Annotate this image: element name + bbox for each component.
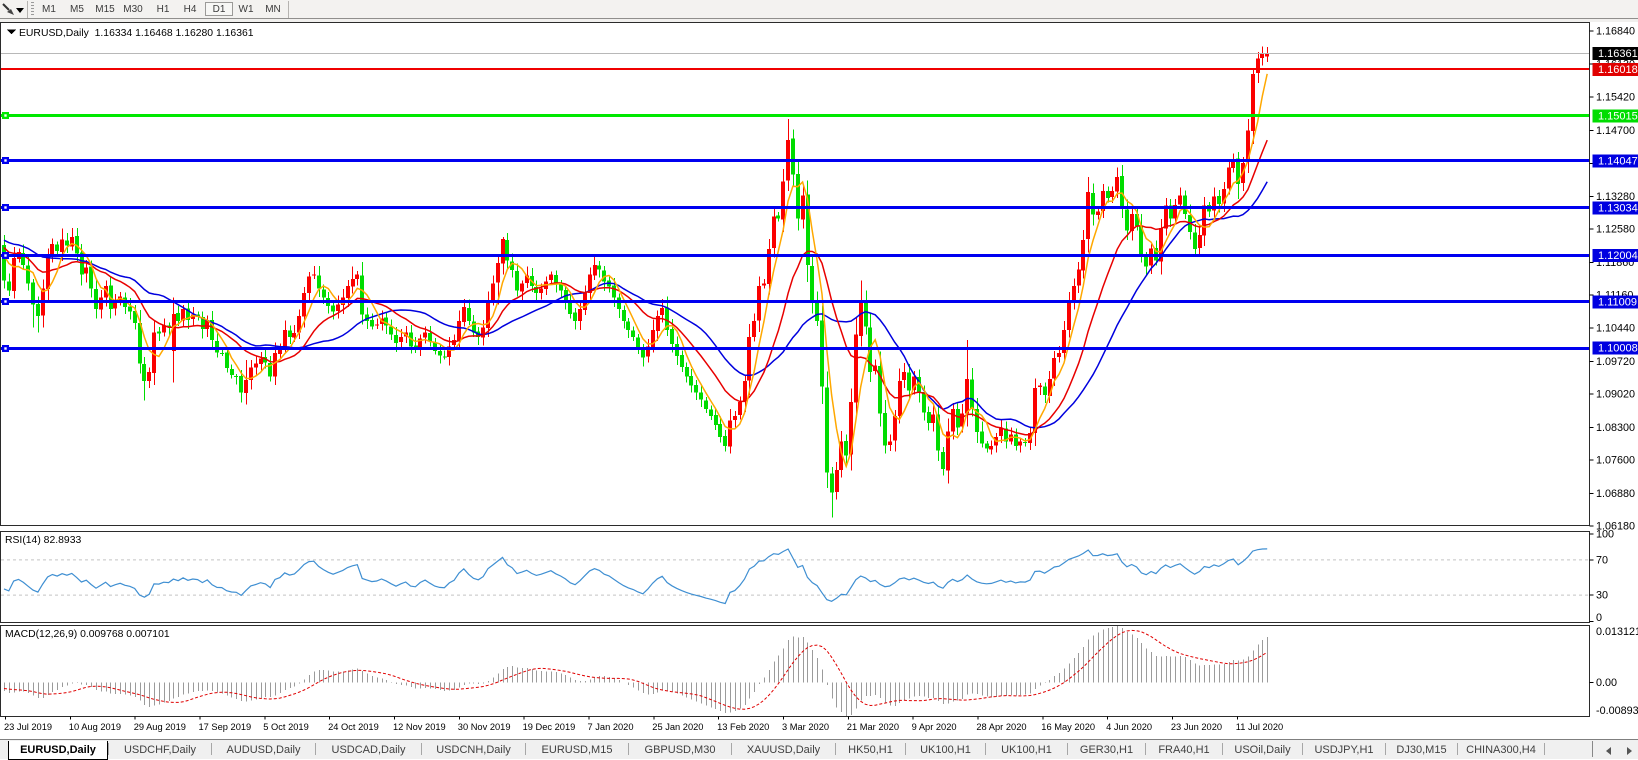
svg-text:17 Sep 2019: 17 Sep 2019 <box>199 722 252 732</box>
svg-text:11 Jul 2020: 11 Jul 2020 <box>1236 722 1283 732</box>
svg-text:1.06880: 1.06880 <box>1596 488 1635 500</box>
svg-text:70: 70 <box>1596 555 1608 567</box>
svg-text:-0.008933: -0.008933 <box>1596 705 1638 717</box>
svg-text:1.09720: 1.09720 <box>1596 356 1635 368</box>
svg-text:1.15420: 1.15420 <box>1596 92 1635 104</box>
svg-text:23 Jun 2020: 23 Jun 2020 <box>1171 722 1222 732</box>
svg-text:0.013121: 0.013121 <box>1596 626 1638 638</box>
svg-text:1.08300: 1.08300 <box>1596 422 1635 434</box>
svg-text:7 Jan 2020: 7 Jan 2020 <box>588 722 634 732</box>
svg-text:100: 100 <box>1596 529 1614 541</box>
svg-text:19 Dec 2019: 19 Dec 2019 <box>523 722 576 732</box>
svg-text:1.10440: 1.10440 <box>1596 323 1635 335</box>
svg-text:1.13280: 1.13280 <box>1596 191 1635 203</box>
svg-text:30: 30 <box>1596 590 1608 602</box>
svg-text:1.07600: 1.07600 <box>1596 455 1635 467</box>
svg-text:1.12004: 1.12004 <box>1598 250 1638 262</box>
svg-text:3 Mar 2020: 3 Mar 2020 <box>782 722 829 732</box>
svg-text:1.15015: 1.15015 <box>1598 110 1638 122</box>
svg-text:4 Jun 2020: 4 Jun 2020 <box>1106 722 1152 732</box>
svg-text:1.14047: 1.14047 <box>1598 155 1638 167</box>
svg-text:16 May 2020: 16 May 2020 <box>1041 722 1095 732</box>
svg-text:1.13034: 1.13034 <box>1598 202 1638 214</box>
svg-text:0.00: 0.00 <box>1596 677 1617 689</box>
svg-text:25 Jan 2020: 25 Jan 2020 <box>652 722 703 732</box>
svg-text:12 Nov 2019: 12 Nov 2019 <box>393 722 446 732</box>
svg-text:23 Jul 2019: 23 Jul 2019 <box>4 722 52 732</box>
svg-text:1.14700: 1.14700 <box>1596 125 1635 137</box>
svg-text:13 Feb 2020: 13 Feb 2020 <box>717 722 769 732</box>
svg-text:RSI(14) 82.8933: RSI(14) 82.8933 <box>5 535 81 546</box>
svg-text:1.16018: 1.16018 <box>1598 64 1638 76</box>
svg-text:9 Apr 2020: 9 Apr 2020 <box>912 722 957 732</box>
svg-text:21 Mar 2020: 21 Mar 2020 <box>847 722 899 732</box>
svg-text:1.12580: 1.12580 <box>1596 223 1635 235</box>
svg-text:1.16361: 1.16361 <box>1598 48 1638 60</box>
svg-text:EURUSD,Daily 1.16334 1.16468: EURUSD,Daily 1.16334 1.16468 1.16280 1.1… <box>19 28 254 39</box>
svg-text:1.10008: 1.10008 <box>1598 343 1638 355</box>
svg-text:MACD(12,26,9) 0.009768 0.00710: MACD(12,26,9) 0.009768 0.007101 <box>5 629 170 640</box>
svg-text:29 Aug 2019: 29 Aug 2019 <box>134 722 186 732</box>
svg-text:1.09020: 1.09020 <box>1596 389 1635 401</box>
svg-text:5 Oct 2019: 5 Oct 2019 <box>263 722 308 732</box>
svg-text:24 Oct 2019: 24 Oct 2019 <box>328 722 379 732</box>
svg-text:1.11009: 1.11009 <box>1598 296 1637 308</box>
svg-text:0: 0 <box>1596 612 1602 624</box>
svg-text:10 Aug 2019: 10 Aug 2019 <box>69 722 121 732</box>
svg-text:28 Apr 2020: 28 Apr 2020 <box>976 722 1026 732</box>
svg-text:30 Nov 2019: 30 Nov 2019 <box>458 722 511 732</box>
svg-text:1.16840: 1.16840 <box>1596 26 1635 38</box>
